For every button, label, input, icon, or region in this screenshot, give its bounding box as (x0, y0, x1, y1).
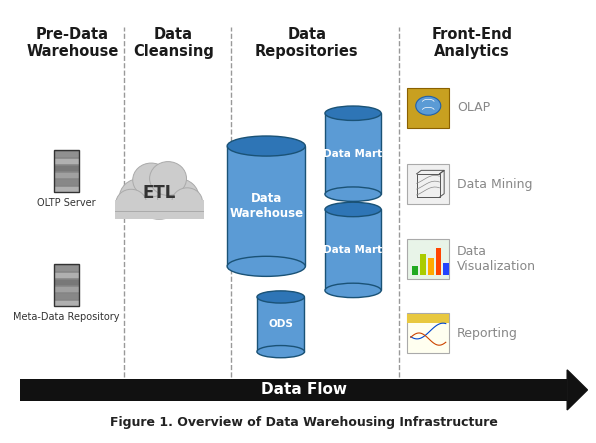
Text: Data Mining: Data Mining (457, 178, 533, 191)
Ellipse shape (133, 163, 170, 197)
Bar (436, 248, 442, 275)
Text: Front-End
Analytics: Front-End Analytics (431, 27, 512, 59)
Bar (325, 210, 381, 291)
Text: Data
Repositories: Data Repositories (255, 27, 359, 59)
Ellipse shape (325, 283, 381, 298)
Text: ODS: ODS (268, 319, 293, 329)
Bar (54, 186, 79, 192)
Text: Data
Visualization: Data Visualization (457, 245, 536, 273)
Text: OLTP Server: OLTP Server (37, 198, 96, 208)
Bar (443, 263, 449, 275)
Bar (54, 152, 79, 157)
Text: Meta-Data Repository: Meta-Data Repository (13, 312, 120, 322)
Ellipse shape (227, 256, 305, 276)
Circle shape (416, 96, 441, 115)
Text: Data
Cleansing: Data Cleansing (133, 27, 214, 59)
FancyBboxPatch shape (408, 313, 449, 353)
Text: Data Mart: Data Mart (324, 149, 383, 159)
Bar (54, 179, 79, 185)
Text: Data
Warehouse: Data Warehouse (229, 192, 303, 220)
Text: Data Flow: Data Flow (261, 382, 347, 397)
FancyBboxPatch shape (408, 164, 449, 204)
Bar (54, 293, 79, 299)
Bar (54, 172, 79, 178)
Bar (54, 265, 79, 271)
Ellipse shape (116, 189, 147, 217)
Bar (408, 314, 449, 323)
Text: ETL: ETL (142, 184, 176, 202)
Text: OLAP: OLAP (457, 101, 491, 114)
Text: Data Mart: Data Mart (324, 245, 383, 255)
Ellipse shape (150, 162, 187, 195)
Ellipse shape (131, 167, 188, 219)
Ellipse shape (325, 106, 381, 120)
Ellipse shape (119, 179, 161, 216)
Ellipse shape (325, 187, 381, 202)
Bar (325, 113, 381, 194)
Bar (412, 266, 418, 275)
Ellipse shape (157, 179, 199, 216)
Text: Reporting: Reporting (457, 326, 518, 339)
Bar (114, 200, 204, 219)
FancyBboxPatch shape (408, 239, 449, 279)
Polygon shape (567, 370, 588, 410)
Ellipse shape (257, 346, 305, 358)
FancyBboxPatch shape (408, 88, 449, 128)
Ellipse shape (227, 136, 305, 156)
Bar (54, 300, 79, 306)
Ellipse shape (257, 291, 305, 303)
Bar (428, 258, 434, 275)
Bar (54, 151, 79, 192)
Bar (227, 146, 305, 266)
Bar (420, 254, 426, 275)
Bar (54, 159, 79, 164)
Bar (54, 264, 79, 306)
Bar (54, 286, 79, 292)
Ellipse shape (325, 202, 381, 217)
Text: Pre-Data
Warehouse: Pre-Data Warehouse (26, 27, 119, 59)
Ellipse shape (172, 188, 203, 216)
Bar (54, 272, 79, 278)
Bar (54, 165, 79, 171)
Text: Figure 1. Overview of Data Warehousing Infrastructure: Figure 1. Overview of Data Warehousing I… (110, 416, 498, 429)
Bar (54, 279, 79, 285)
Bar (20, 378, 567, 401)
Bar (257, 297, 305, 352)
